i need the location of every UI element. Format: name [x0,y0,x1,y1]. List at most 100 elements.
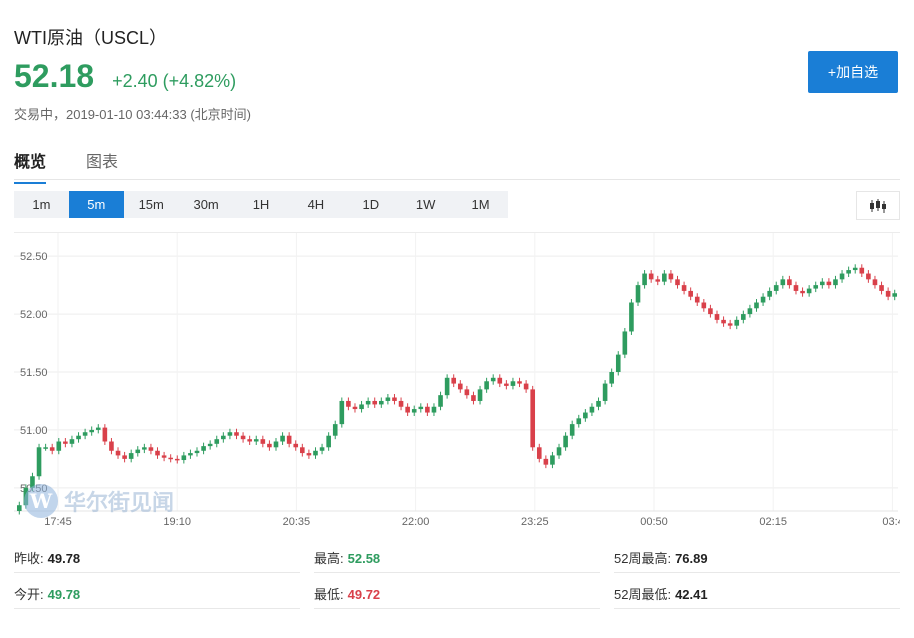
candle-body [451,377,457,384]
candle-body [431,406,437,413]
y-tick-label: 52.00 [20,309,48,321]
candle-body [221,435,226,440]
candle-body [365,400,371,405]
candle-body [201,446,206,451]
candle-body [642,273,647,286]
candle-body [142,447,147,450]
x-tick-label: 19:10 [163,516,191,528]
candle-body [747,308,753,315]
candle-body [701,302,707,309]
candle-body [517,381,522,384]
candle-body [326,435,331,448]
candle-body [530,389,535,448]
candle-body [793,285,799,291]
candle-body [885,290,891,297]
candle-body [227,432,233,436]
candle-body [313,450,318,456]
stat-value: 42.41 [675,587,708,602]
candle-body [425,406,430,413]
candle-body [214,439,220,444]
candle-body [293,443,299,448]
stat-value: 52.58 [347,551,381,566]
candle-body [787,279,792,286]
candle-body [839,273,845,280]
candle-body [339,400,345,425]
candle-body [754,302,759,309]
candle-body [490,377,496,382]
candle-body [372,400,378,405]
candle-body [484,381,489,390]
candle-body [76,435,81,440]
candle-body [602,383,608,401]
candle-body [536,447,542,459]
candle-body [721,319,726,324]
stat-label: 今开: [14,587,44,602]
period-5m[interactable]: 5m [68,191,124,218]
candle-body [629,302,634,332]
candle-body [813,285,819,289]
stat-value: 49.72 [347,587,381,602]
x-tick-label: 03:4 [882,516,900,528]
x-tick-label: 23:25 [521,516,549,528]
candle-body [438,395,443,407]
candle-body [155,450,160,456]
candle-body [359,404,364,410]
candle-body [418,406,424,410]
candle-body [681,285,687,291]
period-1h[interactable]: 1H [252,197,270,212]
candle-body [188,453,193,456]
candle-body [148,447,154,451]
candle-body [471,395,476,401]
stat-label: 52周最低: [614,587,672,602]
watermark: W 华尔街见闻 [24,484,174,518]
period-1w[interactable]: 1W [415,197,436,212]
period-1mo[interactable]: 1M [471,197,490,212]
candle-body [398,400,404,407]
candle-body [510,381,516,386]
candle-body [56,441,62,451]
period-1d[interactable]: 1D [362,197,380,212]
tab-chart[interactable]: 图表 [86,154,119,171]
candle-body [43,447,48,449]
tab-overview[interactable]: 概览 [14,148,47,184]
candle-body [95,427,101,430]
candle-body [168,457,173,460]
candle-body [866,273,871,280]
candle-body [846,270,851,274]
candle-body [583,412,588,419]
period-30m[interactable]: 30m [193,197,219,212]
candle-body [727,323,733,326]
candle-body [286,435,292,444]
candle-body [392,397,397,401]
candle-body [464,389,470,396]
candle-body [69,439,75,444]
candle-body [253,439,259,442]
stat-label: 52周最高: [614,551,672,566]
candle-body [675,279,680,286]
candlestick-toggle-button[interactable] [856,191,900,220]
tab-bar: 概览 图表 [14,145,900,184]
candle-body [523,383,529,390]
candle-body [379,400,384,405]
candle-body [477,389,483,401]
period-15m[interactable]: 15m [138,197,164,212]
y-tick-label: 51.50 [20,367,48,379]
candle-body [122,455,127,459]
candle-body [234,432,239,436]
price-chart[interactable]: 52.5052.0051.5051.0050.5017:4519:1020:35… [14,232,900,533]
candle-body [734,319,740,326]
candle-body [609,372,614,384]
stats-row-1: 昨收: 49.78 最高: 52.58 52周最高: 76.89 [14,546,900,582]
period-selector: 1m 5m 15m 30m 1H 4H 1D 1W 1M [14,191,508,218]
candle-body [714,314,720,320]
candle-body [194,450,200,454]
period-4h[interactable]: 4H [307,197,325,212]
candle-body [260,439,266,444]
period-1m[interactable]: 1m [32,197,51,212]
stat-label: 最高: [314,551,344,566]
candle-body [174,458,180,461]
add-watchlist-button[interactable]: +加自选 [808,51,898,93]
candle-body [872,279,878,286]
stat-high: 最高: 52.58 [314,546,600,573]
candle-body [300,447,305,454]
